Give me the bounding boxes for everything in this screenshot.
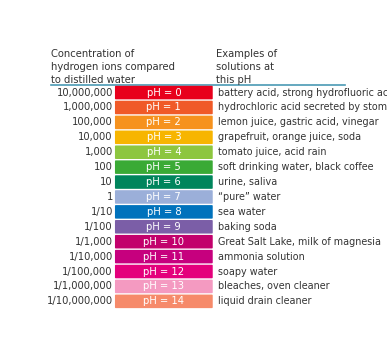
Text: sea water: sea water [218,207,265,217]
Text: 10,000,000: 10,000,000 [57,88,113,98]
Text: 1/10: 1/10 [91,207,113,217]
Text: 1: 1 [106,192,113,202]
Text: 1,000: 1,000 [85,147,113,157]
Text: pH = 14: pH = 14 [143,296,184,306]
Text: pH = 10: pH = 10 [143,237,184,247]
FancyBboxPatch shape [115,131,213,144]
Text: pH = 13: pH = 13 [143,281,184,292]
Text: 10: 10 [100,177,113,187]
Text: “pure” water: “pure” water [218,192,280,202]
FancyBboxPatch shape [115,116,213,129]
Text: 1/10,000: 1/10,000 [68,252,113,261]
FancyBboxPatch shape [115,175,213,189]
Text: 1/100,000: 1/100,000 [62,266,113,277]
Text: 1,000,000: 1,000,000 [63,103,113,112]
FancyBboxPatch shape [115,295,213,308]
Text: 1/1,000,000: 1/1,000,000 [53,281,113,292]
FancyBboxPatch shape [115,220,213,233]
Text: Concentration of
hydrogen ions compared
to distilled water: Concentration of hydrogen ions compared … [51,49,175,85]
Text: pH = 5: pH = 5 [146,162,181,172]
Text: pH = 0: pH = 0 [147,88,181,98]
Text: pH = 4: pH = 4 [147,147,181,157]
Text: battery acid, strong hydrofluoric acid: battery acid, strong hydrofluoric acid [218,88,387,98]
Text: pH = 9: pH = 9 [146,222,181,232]
Text: soft drinking water, black coffee: soft drinking water, black coffee [218,162,373,172]
FancyBboxPatch shape [115,160,213,174]
Text: 1/100: 1/100 [84,222,113,232]
FancyBboxPatch shape [115,205,213,219]
FancyBboxPatch shape [115,190,213,204]
Text: 100,000: 100,000 [72,117,113,127]
FancyBboxPatch shape [115,250,213,264]
Text: 1/1,000: 1/1,000 [75,237,113,247]
FancyBboxPatch shape [115,101,213,114]
Text: pH = 1: pH = 1 [146,103,181,112]
Text: grapefruit, orange juice, soda: grapefruit, orange juice, soda [218,132,361,142]
Text: ammonia solution: ammonia solution [218,252,305,261]
Text: pH = 2: pH = 2 [146,117,181,127]
Text: pH = 6: pH = 6 [146,177,181,187]
FancyBboxPatch shape [115,86,213,99]
Text: liquid drain cleaner: liquid drain cleaner [218,296,311,306]
Text: hydrochloric acid secreted by stomach lining: hydrochloric acid secreted by stomach li… [218,103,387,112]
FancyBboxPatch shape [115,146,213,159]
Text: pH = 11: pH = 11 [143,252,185,261]
Text: 10,000: 10,000 [78,132,113,142]
Text: 1/10,000,000: 1/10,000,000 [47,296,113,306]
Text: tomato juice, acid rain: tomato juice, acid rain [218,147,326,157]
Text: urine, saliva: urine, saliva [218,177,277,187]
Text: 100: 100 [94,162,113,172]
Text: bleaches, oven cleaner: bleaches, oven cleaner [218,281,329,292]
Text: Great Salt Lake, milk of magnesia: Great Salt Lake, milk of magnesia [218,237,381,247]
FancyBboxPatch shape [115,235,213,248]
Text: pH = 8: pH = 8 [147,207,181,217]
Text: pH = 3: pH = 3 [147,132,181,142]
Text: Examples of
solutions at
this pH: Examples of solutions at this pH [216,49,277,85]
Text: baking soda: baking soda [218,222,277,232]
FancyBboxPatch shape [115,265,213,278]
Text: lemon juice, gastric acid, vinegar: lemon juice, gastric acid, vinegar [218,117,378,127]
Text: pH = 7: pH = 7 [146,192,181,202]
Text: soapy water: soapy water [218,266,277,277]
FancyBboxPatch shape [115,280,213,293]
Text: pH = 12: pH = 12 [143,266,185,277]
